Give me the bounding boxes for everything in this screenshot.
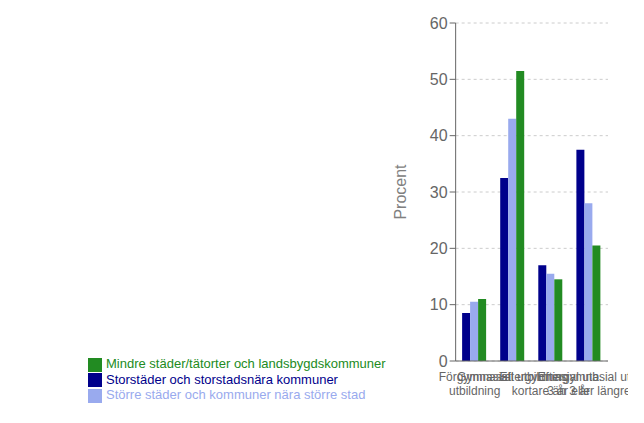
svg-text:Eftergymnasial utb.3 år eller: Eftergymnasial utb.3 år eller längre bbox=[538, 370, 628, 398]
svg-text:50: 50 bbox=[430, 71, 448, 88]
svg-text:20: 20 bbox=[430, 240, 448, 257]
svg-text:60: 60 bbox=[430, 15, 448, 32]
svg-text:0: 0 bbox=[439, 353, 448, 370]
svg-text:Procent: Procent bbox=[392, 164, 409, 220]
svg-text:30: 30 bbox=[430, 184, 448, 201]
svg-text:40: 40 bbox=[430, 127, 448, 144]
svg-text:10: 10 bbox=[430, 296, 448, 313]
